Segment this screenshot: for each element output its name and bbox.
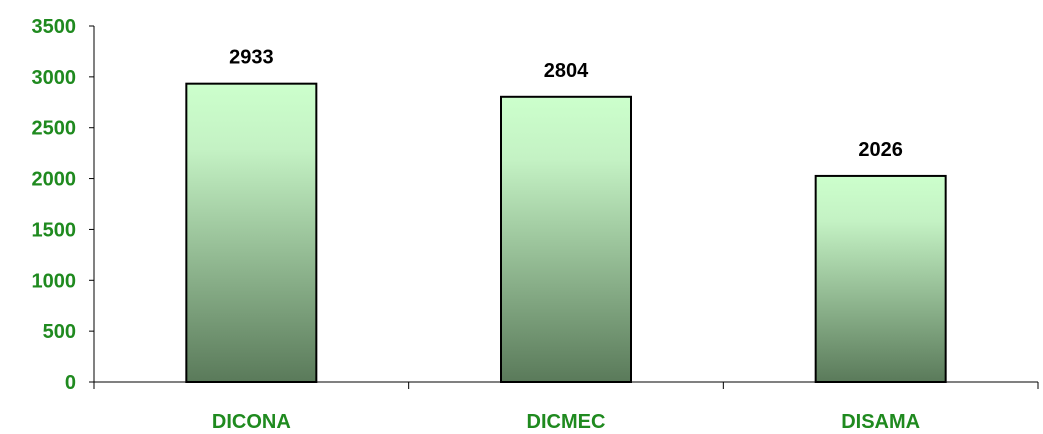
x-axis: DICONA DICMEC DISAMA: [93, 381, 1039, 433]
y-tick-label: 500: [43, 321, 76, 343]
y-tick-label: 2500: [32, 118, 77, 140]
x-category-label: DICMEC: [527, 411, 606, 433]
y-tick-label: 3000: [32, 67, 77, 89]
y-axis: 0 500 1000 1500 2000 2500 3000 3500: [32, 16, 95, 394]
bar-dicmec: [500, 95, 632, 383]
data-label: 2933: [229, 47, 274, 69]
y-tick-label: 3500: [32, 16, 77, 38]
y-tick-label: 1000: [32, 270, 77, 292]
bar-disama: [814, 174, 947, 383]
bars: [185, 82, 947, 383]
y-tick-label: 0: [65, 372, 76, 394]
y-tick-label: 1500: [32, 219, 77, 241]
data-label: 2804: [544, 60, 589, 82]
bar-dicona: [185, 82, 318, 383]
y-tick-label: 2000: [32, 169, 77, 191]
data-labels: 2933 2804 2026: [229, 47, 903, 161]
data-label: 2026: [858, 139, 903, 161]
x-category-label: DISAMA: [841, 411, 920, 433]
x-category-label: DICONA: [212, 411, 291, 433]
